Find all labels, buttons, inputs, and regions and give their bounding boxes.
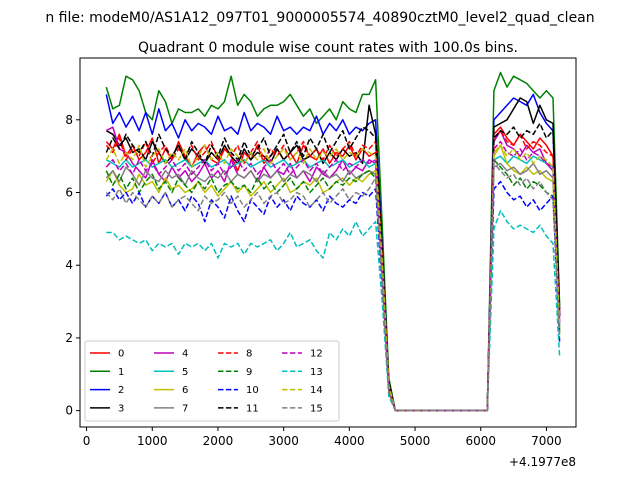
x-tick-label: 3000 (268, 434, 299, 448)
y-tick-label: 4 (65, 258, 73, 272)
legend-label-14: 14 (310, 385, 323, 396)
legend-label-10: 10 (246, 385, 259, 396)
series-line-13 (106, 209, 561, 412)
series-line-9 (105, 159, 561, 412)
x-tick-label: 1000 (137, 434, 168, 448)
series-line-15 (105, 162, 561, 412)
chart-title: Quadrant 0 module wise count rates with … (138, 40, 518, 56)
legend-label-12: 12 (310, 349, 323, 360)
legend-label-11: 11 (246, 403, 259, 414)
plot-frame (79, 57, 577, 428)
y-tick-label: 6 (65, 186, 73, 200)
x-axis-offset: +4.1977e8 (509, 455, 576, 469)
legend-box (84, 340, 340, 422)
legend-label-0: 0 (118, 349, 124, 360)
series-line-14 (105, 144, 561, 412)
x-tick-label: 7000 (531, 434, 562, 448)
legend-label-15: 15 (310, 403, 323, 414)
legend-label-9: 9 (246, 367, 252, 378)
x-tick-label: 6000 (465, 434, 496, 448)
y-tick-label: 0 (65, 404, 73, 418)
legend-label-3: 3 (118, 403, 124, 414)
legend-label-2: 2 (118, 385, 124, 396)
x-tick-label: 0 (83, 434, 91, 448)
legend-label-8: 8 (246, 349, 252, 360)
legend-label-4: 4 (182, 349, 188, 360)
series-layer (105, 71, 561, 412)
x-tick-label: 2000 (203, 434, 234, 448)
series-line-12 (105, 140, 561, 412)
x-tick-label: 5000 (400, 434, 431, 448)
legend-label-6: 6 (182, 385, 188, 396)
legend-label-5: 5 (182, 367, 188, 378)
y-tick-label: 2 (65, 331, 73, 345)
legend-label-7: 7 (182, 403, 188, 414)
y-tick-label: 8 (65, 113, 73, 127)
x-tick-label: 4000 (334, 434, 365, 448)
figure-suptitle: n file: modeM0/AS1A12_097T01_9000005574_… (45, 10, 594, 26)
legend-label-13: 13 (310, 367, 323, 378)
y-axis: 0 2 4 6 8 (65, 113, 80, 418)
legend-label-1: 1 (118, 367, 124, 378)
x-axis: 0 1000 2000 3000 4000 5000 6000 7000 (83, 427, 562, 448)
